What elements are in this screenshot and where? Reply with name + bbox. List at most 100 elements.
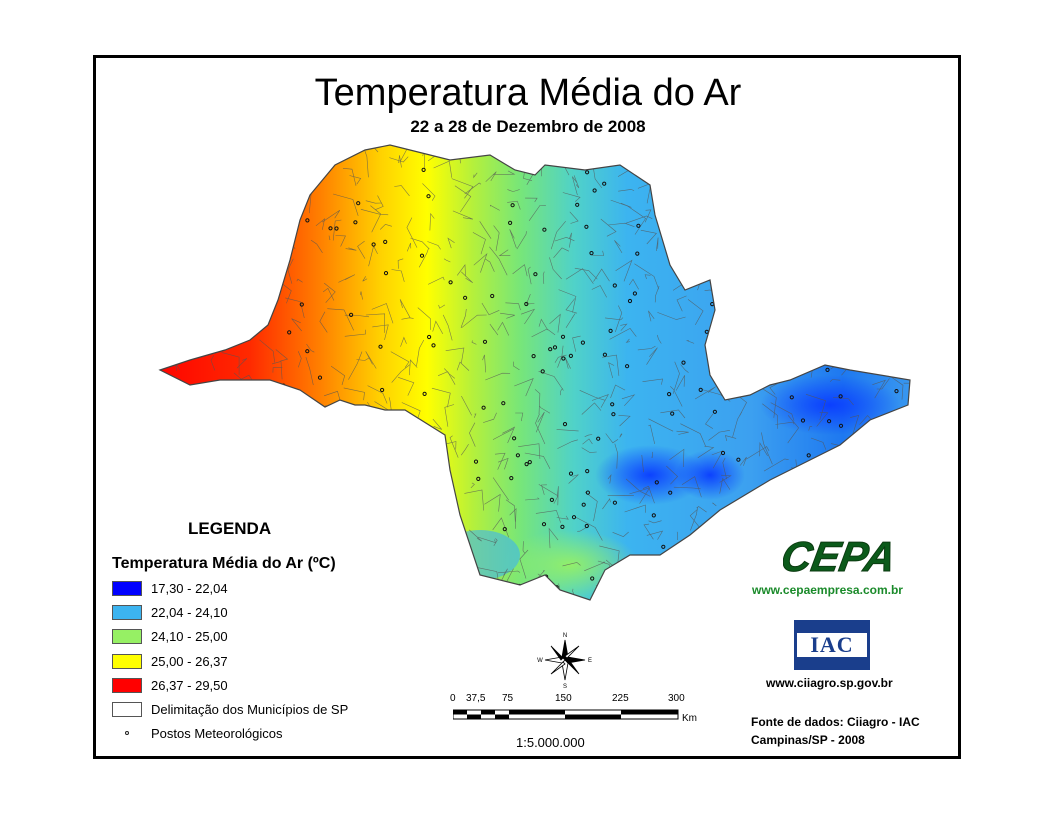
- municipality-boundary: [829, 379, 841, 382]
- municipality-boundary: [726, 145, 741, 173]
- weather-station-marker: [608, 328, 613, 333]
- municipality-boundary: [418, 248, 429, 268]
- municipality-boundary: [686, 149, 701, 169]
- municipality-boundary: [348, 505, 359, 519]
- municipality-boundary: [542, 271, 545, 284]
- municipality-boundary: [595, 585, 604, 600]
- municipality-boundary: [300, 502, 312, 511]
- municipality-boundary: [833, 243, 844, 270]
- municipality-boundary: [562, 562, 581, 567]
- municipality-boundary: [671, 186, 683, 200]
- municipality-boundary: [354, 507, 364, 518]
- municipality-boundary: [685, 237, 706, 265]
- municipality-boundary: [188, 328, 203, 342]
- weather-station-marker: [397, 522, 402, 528]
- municipality-boundary: [896, 203, 901, 215]
- municipality-boundary: [648, 424, 655, 444]
- municipality-boundary: [569, 211, 579, 224]
- municipality-boundary: [827, 159, 837, 192]
- legend-swatch: [112, 604, 142, 620]
- municipality-boundary: [393, 579, 411, 588]
- municipality-boundary: [672, 361, 680, 394]
- weather-station-marker: [448, 280, 453, 285]
- municipality-boundary: [522, 541, 525, 554]
- municipality-boundary: [251, 310, 265, 324]
- municipality-boundary: [592, 250, 605, 256]
- municipality-boundary: [248, 461, 270, 477]
- municipality-boundary: [251, 194, 281, 200]
- municipality-boundary: [794, 172, 816, 180]
- municipality-boundary: [686, 340, 695, 344]
- municipality-boundary: [319, 311, 328, 333]
- municipality-boundary: [639, 155, 671, 180]
- municipality-boundary: [908, 569, 910, 586]
- municipality-boundary: [452, 210, 474, 220]
- municipality-boundary: [300, 595, 306, 600]
- municipality-boundary: [705, 413, 714, 429]
- iac-logo-text: IAC: [797, 632, 867, 657]
- municipality-boundary: [733, 323, 744, 332]
- municipality-boundary: [160, 429, 173, 457]
- municipality-boundary: [492, 477, 509, 501]
- municipality-boundary: [307, 482, 319, 490]
- municipality-boundary: [444, 404, 455, 427]
- municipality-boundary: [858, 435, 867, 451]
- municipality-boundary: [305, 357, 314, 386]
- municipality-boundary: [211, 379, 227, 394]
- weather-station-marker: [482, 339, 488, 344]
- weather-station-marker: [698, 387, 703, 392]
- municipality-boundary: [507, 189, 520, 192]
- municipality-boundary: [685, 159, 705, 164]
- municipality-boundary: [676, 430, 689, 435]
- municipality-boundary: [860, 345, 872, 370]
- municipality-boundary: [652, 595, 662, 600]
- weather-station-marker: [386, 450, 391, 456]
- municipality-boundary: [509, 507, 517, 529]
- municipality-boundary: [308, 450, 332, 457]
- cepa-url: www.cepaempresa.com.br: [752, 583, 903, 597]
- municipality-boundary: [484, 493, 501, 512]
- municipality-boundary: [371, 480, 386, 489]
- weather-station-marker: [392, 416, 397, 421]
- municipality-boundary: [906, 415, 910, 419]
- weather-station-marker: [344, 588, 349, 593]
- municipality-boundary: [557, 439, 578, 449]
- weather-station-marker: [635, 251, 640, 256]
- municipality-boundary: [160, 467, 170, 490]
- municipality-boundary: [739, 456, 747, 466]
- municipality-boundary: [538, 318, 549, 331]
- weather-station-marker: [371, 242, 376, 247]
- weather-station-marker: [730, 208, 735, 213]
- municipality-boundary: [401, 317, 414, 320]
- municipality-boundary: [285, 297, 305, 318]
- municipality-boundary: [175, 453, 186, 467]
- weather-station-marker: [676, 200, 681, 205]
- weather-station-marker: [592, 188, 597, 193]
- municipality-boundary: [889, 234, 909, 251]
- municipality-boundary: [398, 466, 423, 488]
- weather-station-marker: [596, 436, 601, 441]
- municipality-boundary: [167, 184, 175, 191]
- sao-paulo-temperature-map: [159, 144, 911, 601]
- weather-station-marker: [549, 497, 554, 502]
- municipality-boundary: [591, 285, 607, 298]
- municipality-boundary: [660, 409, 686, 419]
- weather-station-marker: [256, 447, 261, 452]
- municipality-boundary: [494, 452, 506, 470]
- municipality-boundary: [360, 449, 380, 479]
- municipality-boundary: [173, 151, 186, 159]
- municipality-boundary: [886, 418, 897, 446]
- municipality-boundary: [505, 302, 521, 311]
- weather-station-marker: [389, 521, 394, 526]
- municipality-boundary: [805, 394, 826, 421]
- municipality-boundary: [456, 361, 470, 371]
- municipality-boundary: [265, 419, 287, 438]
- municipality-boundary: [431, 445, 446, 455]
- municipality-boundary: [400, 530, 404, 547]
- municipality-boundary: [656, 562, 664, 576]
- municipality-boundary: [427, 472, 447, 483]
- compass-w: W: [537, 658, 543, 664]
- municipality-boundary: [442, 314, 453, 341]
- weather-station-marker: [840, 196, 845, 201]
- municipality-boundary: [752, 305, 757, 333]
